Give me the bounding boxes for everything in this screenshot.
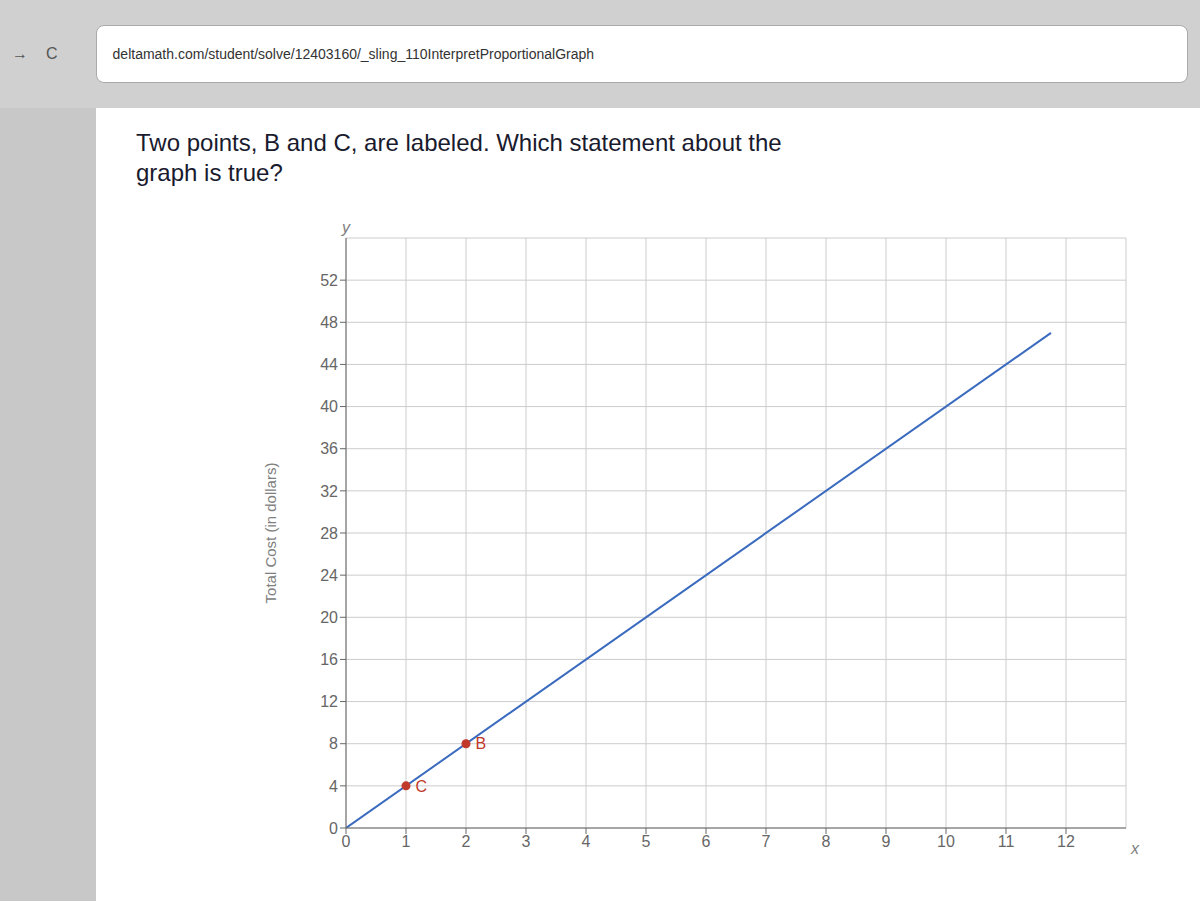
svg-text:y: y (341, 219, 351, 236)
svg-text:32: 32 (320, 483, 338, 500)
svg-text:6: 6 (702, 833, 711, 850)
svg-text:40: 40 (320, 398, 338, 415)
svg-text:3: 3 (522, 833, 531, 850)
svg-text:11: 11 (998, 833, 1015, 850)
svg-text:0: 0 (342, 833, 351, 850)
svg-text:4: 4 (329, 778, 338, 795)
svg-text:48: 48 (320, 314, 338, 331)
svg-text:44: 44 (320, 356, 338, 373)
svg-text:5: 5 (642, 833, 651, 850)
svg-text:0: 0 (329, 820, 338, 837)
svg-text:x: x (1130, 840, 1140, 857)
svg-text:24: 24 (320, 567, 338, 584)
svg-text:10: 10 (937, 833, 955, 850)
svg-text:16: 16 (320, 651, 338, 668)
svg-text:7: 7 (762, 833, 771, 850)
svg-text:2: 2 (462, 833, 471, 850)
svg-text:4: 4 (582, 833, 591, 850)
svg-text:8: 8 (822, 833, 831, 850)
svg-text:12: 12 (1057, 833, 1075, 850)
svg-text:9: 9 (882, 833, 891, 850)
html-text:C: C (46, 45, 58, 62)
svg-text:36: 36 (320, 440, 338, 457)
svg-text:12: 12 (320, 693, 338, 710)
html-text:Two points, B and C, are label: Two points, B and C, are labeled. Which … (136, 129, 782, 186)
html-text:deltamath.com/student/solve/12: deltamath.com/student/solve/12403160/_sl… (112, 46, 595, 62)
svg-text:B: B (476, 735, 487, 752)
svg-text:Total Cost (in dollars): Total Cost (in dollars) (262, 463, 279, 604)
svg-text:1: 1 (402, 833, 411, 850)
svg-text:8: 8 (329, 735, 338, 752)
svg-text:C: C (416, 778, 428, 795)
svg-text:20: 20 (320, 609, 338, 626)
svg-text:52: 52 (320, 272, 338, 289)
svg-text:28: 28 (320, 525, 338, 542)
